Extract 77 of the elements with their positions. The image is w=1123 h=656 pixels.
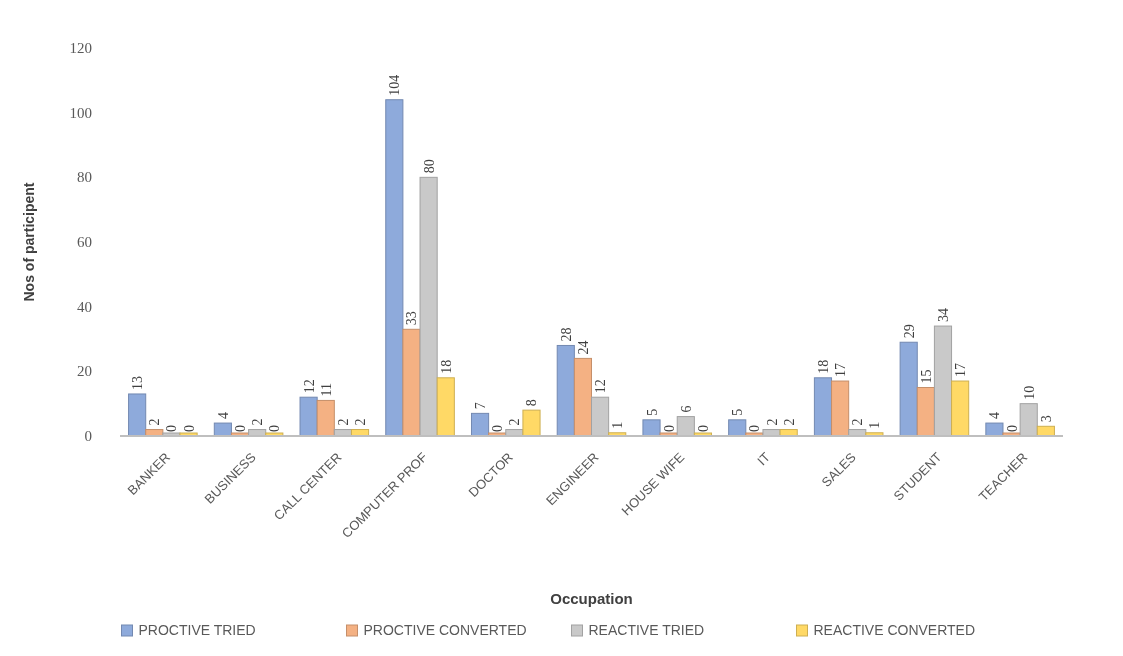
data-label: 0: [695, 425, 711, 432]
y-tick-label: 60: [77, 234, 92, 250]
data-label: 104: [387, 74, 403, 96]
data-label: 1: [867, 421, 883, 429]
y-tick-label: 80: [77, 169, 92, 186]
data-label: 0: [1004, 425, 1020, 432]
data-label: 0: [233, 425, 249, 432]
data-label: 0: [490, 425, 506, 432]
data-label: 18: [438, 359, 454, 374]
bar: [985, 422, 1004, 437]
data-label: 2: [353, 418, 369, 426]
data-label: 0: [747, 425, 763, 432]
data-label: 2: [507, 418, 523, 426]
data-label: 12: [593, 379, 609, 394]
data-label: 2: [850, 418, 866, 426]
bar: [299, 396, 318, 437]
bar: [916, 387, 935, 437]
bar: [813, 377, 833, 437]
data-label: 7: [473, 402, 489, 410]
legend-label: PROCTIVE CONVERTED: [363, 622, 527, 638]
data-label: 13: [130, 375, 146, 390]
data-label: 8: [524, 399, 540, 407]
data-label: 10: [1021, 385, 1037, 400]
data-label: 3: [1038, 415, 1054, 423]
data-label: 0: [164, 425, 180, 432]
y-tick-label: 40: [77, 298, 92, 315]
y-tick-label: 120: [69, 40, 92, 56]
data-label: 4: [215, 412, 231, 420]
data-label: 0: [661, 425, 677, 432]
bar: [899, 341, 918, 437]
data-label: 80: [421, 159, 437, 174]
data-label: 2: [781, 418, 797, 426]
data-label: 4: [987, 412, 1003, 420]
data-label: 29: [901, 324, 917, 339]
bar: [436, 377, 455, 437]
data-label: 2: [335, 418, 351, 426]
y-tick-label: 20: [77, 363, 92, 380]
legend-label: REACTIVE CONVERTED: [813, 622, 976, 638]
data-label: 0: [267, 425, 283, 432]
data-label: 33: [404, 311, 420, 326]
data-label: 12: [301, 379, 317, 394]
bar: [316, 399, 335, 437]
data-label: 6: [678, 405, 694, 413]
data-label: 24: [575, 340, 591, 355]
bar: [128, 393, 147, 437]
bar: [385, 99, 404, 437]
bar: [522, 409, 541, 437]
bar: [642, 419, 661, 437]
data-label: 17: [833, 363, 849, 378]
x-tick-label: IT: [754, 449, 774, 469]
bar: [951, 380, 970, 437]
data-label: 2: [147, 418, 163, 426]
bar: [556, 344, 575, 437]
bar: [213, 422, 232, 437]
y-axis-title: Nos of participent: [21, 182, 37, 302]
bar: [728, 419, 747, 437]
data-label: 28: [558, 327, 574, 342]
data-label: 2: [764, 418, 780, 426]
data-label: 0: [181, 425, 197, 432]
data-label: 17: [953, 363, 969, 378]
data-label: 2: [250, 418, 266, 426]
data-label: 1: [610, 421, 626, 429]
y-tick-label: 100: [69, 104, 92, 121]
bar: [402, 328, 421, 437]
data-label: 18: [815, 359, 831, 374]
data-label: 15: [918, 369, 934, 384]
bar: [573, 357, 592, 437]
bar: [831, 380, 850, 437]
data-label: 5: [644, 408, 660, 416]
data-label: 34: [935, 308, 951, 323]
data-label: 5: [730, 408, 746, 416]
data-label: 11: [318, 382, 334, 397]
legend-label: PROCTIVE TRIED: [138, 622, 256, 638]
x-axis-title: Occupation: [550, 590, 633, 607]
bar: [470, 412, 490, 437]
y-tick-label: 0: [84, 428, 92, 444]
legend-label: REACTIVE TRIED: [588, 622, 705, 638]
